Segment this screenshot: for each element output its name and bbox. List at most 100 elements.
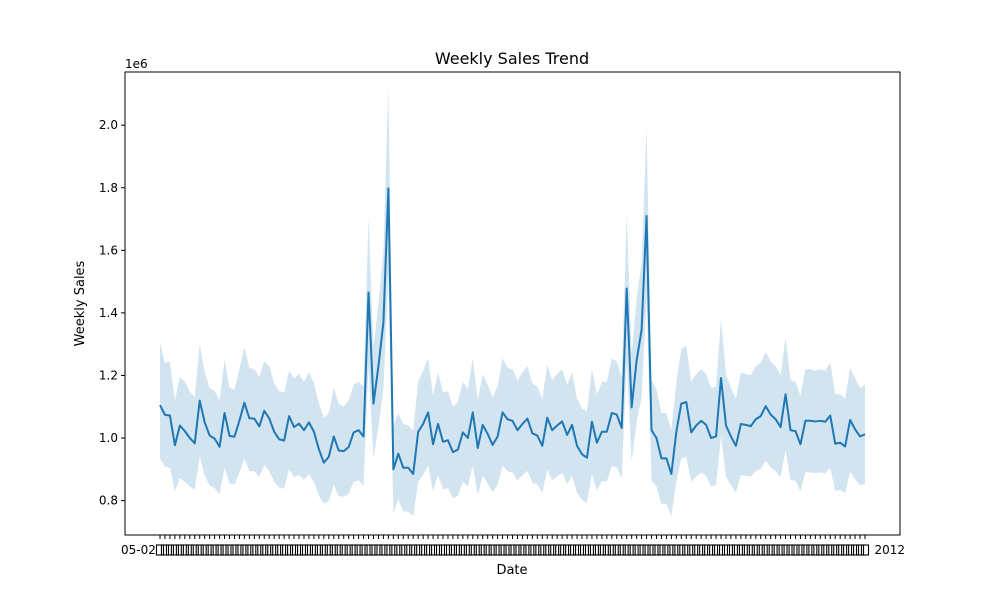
x-tick-label [612, 544, 621, 556]
x-tick-label [200, 544, 209, 556]
x-tick-label [215, 544, 224, 556]
x-tick-label [543, 544, 552, 556]
x-tick-label [632, 544, 641, 556]
x-tick-label [369, 544, 378, 556]
x-tick-label [851, 544, 860, 556]
x-tick-label [518, 544, 527, 556]
x-tick-label [260, 544, 269, 556]
y-axis-label: Weekly Sales [73, 260, 88, 346]
x-tick-label [339, 544, 348, 556]
y-tick-label: 1.2 [99, 368, 118, 382]
x-tick-label [692, 544, 701, 556]
x-tick-label [617, 544, 626, 556]
x-tick-label [846, 544, 855, 556]
x-tick-label [235, 544, 244, 556]
x-tick-label [409, 544, 418, 556]
x-tick-label [394, 544, 403, 556]
x-tick-label [716, 544, 726, 556]
x-tick-label [816, 544, 825, 556]
x-tick-label [280, 544, 289, 556]
x-tick-label [568, 544, 577, 556]
x-tick-label [533, 544, 542, 556]
x-tick-label [577, 544, 587, 556]
x-tick-label [860, 544, 870, 556]
x-tick-label [493, 544, 502, 556]
x-tick-label [558, 544, 567, 556]
x-tick-label [771, 544, 780, 556]
x-tick-label [424, 544, 433, 556]
x-tick-label [672, 544, 681, 556]
x-tick-label [458, 544, 467, 556]
x-tick-label [826, 544, 835, 556]
x-tick-label [652, 544, 661, 556]
x-tick-label [831, 544, 840, 556]
x-tick-label [285, 544, 294, 556]
x-tick-label [761, 544, 770, 556]
x-tick-label [687, 544, 696, 556]
x-tick-label [548, 544, 557, 556]
x-tick-label [185, 544, 194, 556]
x-tick-label [677, 544, 686, 556]
x-tick-label [443, 544, 453, 556]
x-tick-label [289, 544, 299, 556]
x-tick-label [155, 544, 165, 556]
x-tick-label [602, 544, 611, 556]
x-tick-label [309, 544, 318, 556]
x-tick-label [657, 544, 666, 556]
x-tick-label [488, 544, 497, 556]
x-tick-label [572, 544, 582, 556]
x-tick-label [811, 544, 820, 556]
x-tick-label [538, 544, 547, 556]
x-tick-label [582, 544, 592, 556]
y-tick-label: 1.4 [99, 306, 118, 320]
x-tick-label [553, 544, 562, 556]
x-tick-label [324, 544, 333, 556]
x-tick-label [195, 544, 204, 556]
x-tick-label [468, 544, 477, 556]
x-tick-label [841, 544, 850, 556]
x-tick-label-first: 05-02 [121, 543, 156, 557]
x-tick-label [165, 544, 174, 556]
x-tick-label [433, 544, 443, 556]
x-tick-label [563, 544, 572, 556]
x-tick-label [473, 544, 482, 556]
x-tick-label [299, 544, 309, 556]
x-tick-label [528, 544, 537, 556]
x-tick-label [334, 544, 343, 556]
x-tick-label [503, 544, 512, 556]
x-tick-label [756, 544, 765, 556]
x-tick-label [384, 544, 393, 556]
x-tick-label [697, 544, 706, 556]
x-tick-label [389, 544, 398, 556]
x-tick-label [319, 544, 328, 556]
x-tick-label [682, 544, 691, 556]
x-tick-label [776, 544, 785, 556]
x-tick-label [667, 544, 676, 556]
x-tick-label [414, 544, 423, 556]
x-tick-label [508, 544, 517, 556]
x-tick-label [855, 544, 865, 556]
y-tick-label: 0.8 [99, 494, 118, 508]
x-tick-label [354, 544, 363, 556]
x-tick-label [781, 544, 790, 556]
x-tick-label [642, 544, 651, 556]
x-tick-label [821, 544, 830, 556]
x-tick-label [801, 544, 810, 556]
x-tick-label [374, 544, 383, 556]
x-tick-label [483, 544, 492, 556]
x-tick-label [513, 544, 522, 556]
x-tick-label [438, 544, 448, 556]
x-tick-label [791, 544, 800, 556]
x-tick-label [607, 544, 616, 556]
x-tick-label [523, 544, 532, 556]
x-tick-label [255, 544, 264, 556]
x-tick-label [175, 544, 184, 556]
x-tick-label [349, 544, 358, 556]
x-tick-label [721, 544, 731, 556]
x-tick-label [364, 544, 373, 556]
x-axis [155, 535, 870, 556]
x-tick-label [751, 544, 760, 556]
x-tick-label [170, 544, 179, 556]
